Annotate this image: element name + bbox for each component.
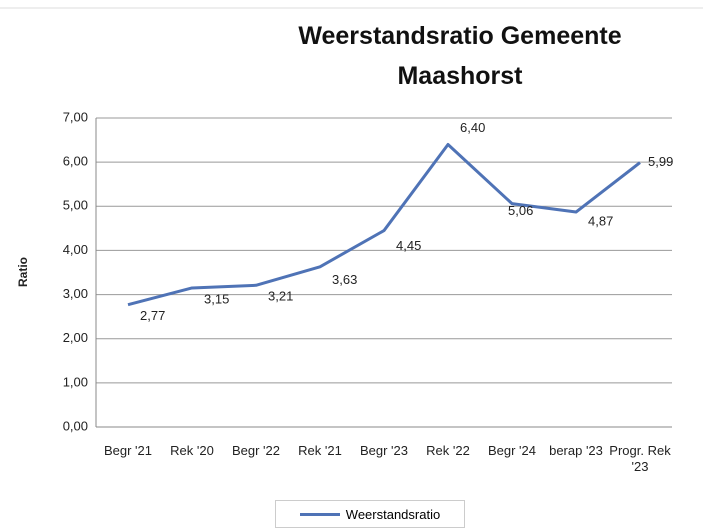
x-tick-label: Begr '24	[487, 443, 536, 458]
x-tick-label: Begr '23	[359, 443, 408, 458]
y-tick-label: 5,00	[63, 198, 88, 213]
data-label: 5,06	[508, 203, 533, 218]
series-line	[127, 142, 641, 307]
data-label: 3,21	[268, 289, 293, 304]
legend-label: Weerstandsratio	[345, 506, 441, 522]
x-tick-label: Begr '21	[103, 443, 152, 458]
data-label: 3,63	[332, 272, 357, 287]
x-tick-label: Rek '22	[426, 443, 470, 458]
chart-title: Weerstandsratio Gemeente Maashorst	[298, 22, 622, 90]
data-label: 5,99	[648, 154, 673, 169]
data-label: 3,15	[204, 291, 229, 306]
legend: Weerstandsratio	[275, 500, 465, 528]
data-label: 2,77	[140, 308, 165, 323]
y-axis-label: Ratio	[16, 257, 30, 287]
y-tick-label: 4,00	[63, 242, 88, 257]
data-label: 4,45	[396, 238, 421, 253]
y-tick-label: 7,00	[63, 109, 88, 124]
y-tick-label: 6,00	[63, 154, 88, 169]
x-tick-label: berap '23	[549, 443, 603, 458]
x-tick-label: Rek '21	[298, 443, 342, 458]
x-tick-label: Progr. Rek '23	[609, 443, 671, 474]
legend-swatch	[299, 512, 340, 516]
x-tick-label: Rek '20	[170, 443, 214, 458]
y-tick-label: 1,00	[63, 374, 88, 389]
y-tick-label: 0,00	[63, 418, 88, 433]
y-tick-label: 2,00	[63, 330, 88, 345]
x-tick-label: Begr '22	[231, 443, 280, 458]
data-label: 6,40	[460, 120, 485, 135]
data-label: 4,87	[588, 213, 613, 228]
y-tick-label: 3,00	[63, 286, 88, 301]
